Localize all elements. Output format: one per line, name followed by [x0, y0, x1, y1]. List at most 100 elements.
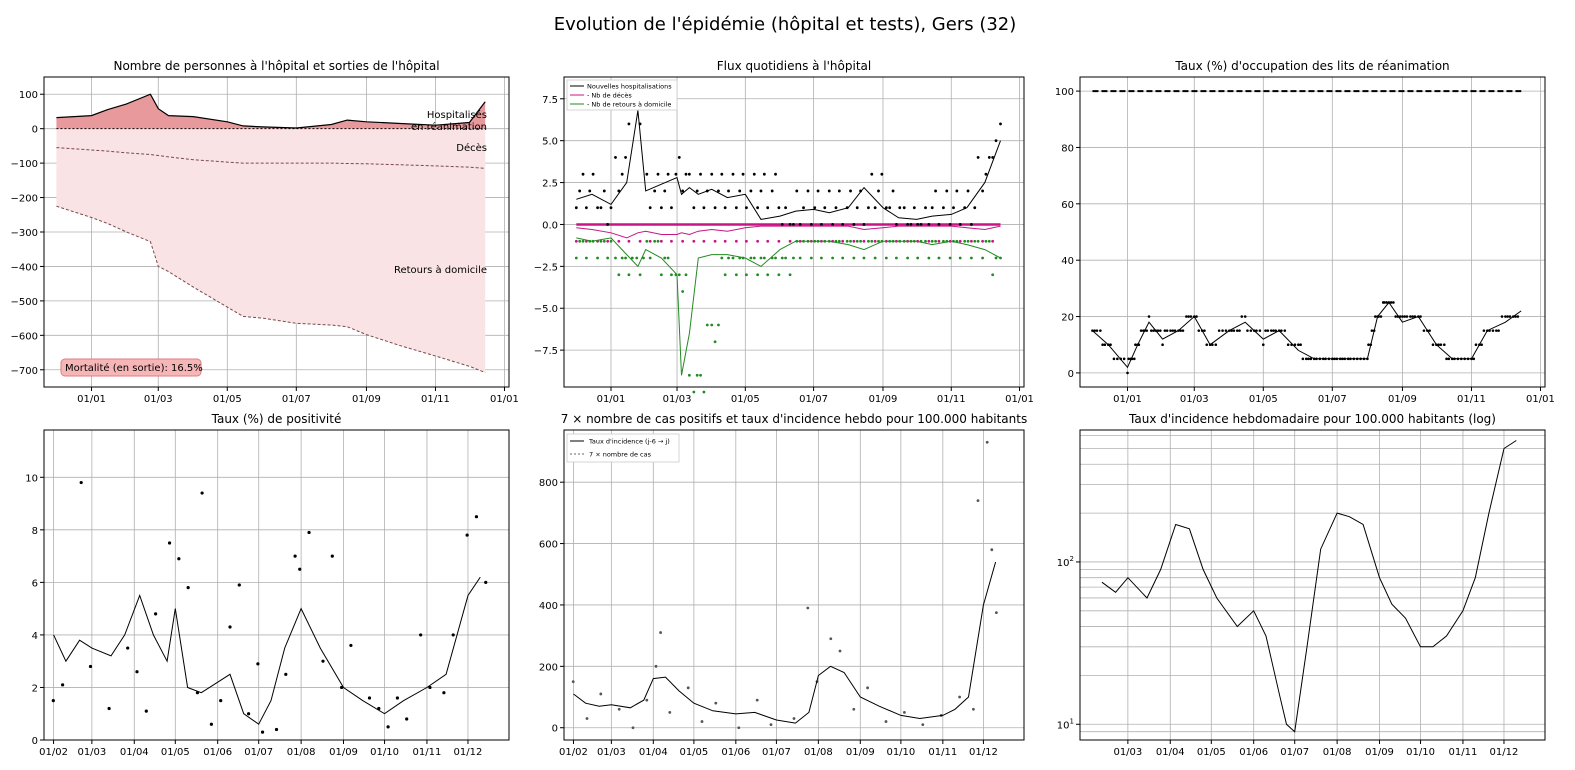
- axis-ticks: 01/02 01/03 01/04 01/05 01/06 01/07 01/08 01/09…: [539, 478, 998, 758]
- occupancy-point: [1409, 315, 1412, 318]
- case-point: [903, 710, 906, 714]
- hosp-point: [788, 223, 792, 226]
- hosp-point: [702, 206, 706, 210]
- retour-point: [734, 273, 738, 277]
- hosp-point: [809, 223, 813, 226]
- hosp-point: [942, 206, 945, 210]
- occupancy-point: [1439, 343, 1443, 347]
- retour-point: [784, 256, 788, 260]
- hosp-point: [727, 189, 730, 193]
- occupancy-point: [1379, 315, 1383, 318]
- retour-point: [958, 256, 962, 260]
- x-tick-label: 01/08: [1323, 747, 1352, 758]
- panel-title: Taux d'incidence hebdomadaire pour 100.0…: [1128, 412, 1496, 426]
- retour-point: [645, 239, 649, 243]
- y-tick-label: 2.5: [542, 179, 558, 190]
- hosp-point: [588, 189, 592, 193]
- hosp-point: [692, 206, 696, 210]
- x-tick-label: 01/11: [1457, 394, 1486, 405]
- x-tick-label: 01/08: [804, 747, 833, 758]
- case-point: [972, 707, 975, 711]
- occupancy-point: [1472, 357, 1476, 361]
- hosp-point: [784, 206, 788, 210]
- occupancy-point: [1139, 329, 1143, 332]
- panel-title: 7 × nombre de cas positifs et taux d'inc…: [561, 412, 1027, 426]
- occupancy-point: [1405, 315, 1409, 318]
- y-tick-label: −200: [11, 194, 38, 205]
- hosp-point: [684, 172, 688, 176]
- case-point: [866, 686, 869, 690]
- retour-point: [713, 340, 717, 344]
- hosp-point: [945, 189, 949, 193]
- legend: Taux d'incidence (j-6 → j) 7 × nombre de …: [566, 433, 680, 463]
- retour-point: [684, 273, 688, 277]
- occupancy-point: [1221, 329, 1224, 332]
- case-point: [631, 726, 635, 730]
- hosp-point: [912, 206, 916, 210]
- deces-point: [788, 239, 792, 243]
- retour-point: [976, 239, 980, 243]
- retour-point: [759, 256, 763, 260]
- hosp-point: [891, 189, 895, 193]
- retour-point: [973, 239, 977, 243]
- occupancy-point: [1383, 301, 1386, 304]
- x-tick-label: 01/01: [1113, 394, 1142, 405]
- hosp-point: [599, 206, 603, 210]
- occupancy-point: [1504, 315, 1507, 318]
- axis-ticks: 01/01 01/03 01/05 01/07 01/09 01/11 01/01 100 0 −…: [11, 90, 519, 405]
- hosp-point: [666, 172, 670, 176]
- occupancy-point: [1179, 329, 1182, 332]
- retour-point: [963, 239, 967, 243]
- legend-label: 7 × nombre de cas: [589, 451, 652, 459]
- case-point: [585, 717, 589, 720]
- occupancy-point: [1437, 343, 1440, 347]
- retour-point: [627, 273, 631, 277]
- retour-point: [852, 256, 856, 260]
- hosp-point: [663, 189, 667, 193]
- deces-point: [756, 239, 760, 243]
- hosp-point: [823, 206, 827, 210]
- positivity-point: [144, 709, 148, 713]
- retour-point: [831, 256, 835, 260]
- positivity-point: [474, 515, 479, 519]
- hosp-point: [827, 189, 831, 193]
- occupancy-point: [1508, 315, 1512, 318]
- hosp-point: [659, 206, 663, 210]
- case-point: [838, 649, 842, 653]
- retour-point: [699, 373, 702, 377]
- y-tick-label: 20: [1061, 313, 1074, 324]
- positivity-point: [209, 722, 213, 726]
- retour-point: [638, 273, 642, 277]
- case-point: [668, 710, 672, 714]
- retour-point: [648, 256, 652, 260]
- hosp-point: [723, 206, 727, 210]
- hosp-point: [617, 189, 621, 193]
- legend-box: [566, 79, 678, 111]
- hosp-point: [888, 206, 892, 210]
- hosp-point: [880, 172, 884, 176]
- deces-point: [659, 239, 663, 243]
- deces-point: [937, 239, 941, 243]
- occupancy-point: [1171, 329, 1175, 332]
- occupancy-point: [1217, 329, 1221, 332]
- occupancy-points: [1091, 301, 1520, 375]
- hosp-point: [687, 172, 691, 176]
- hosp-point: [645, 172, 649, 176]
- panel-incidence: 7 × nombre de cas positifs et taux d'inc…: [539, 412, 1027, 758]
- retour-point: [991, 273, 995, 277]
- occupancy-point: [1232, 329, 1236, 332]
- hosp-point: [895, 223, 898, 226]
- occupancy-point: [1392, 301, 1395, 304]
- hosp-point: [624, 156, 627, 159]
- annotation-deces: Décès: [456, 142, 487, 154]
- occupancy-point: [1149, 329, 1153, 332]
- retour-point: [788, 273, 792, 277]
- hosp-point: [620, 172, 624, 176]
- hosp-point: [648, 206, 652, 210]
- y-tick-label: 600: [539, 540, 558, 551]
- retour-point: [745, 273, 748, 277]
- hosp-point: [677, 156, 681, 159]
- y-tick-label: 40: [1061, 256, 1074, 267]
- retour-point: [855, 239, 859, 243]
